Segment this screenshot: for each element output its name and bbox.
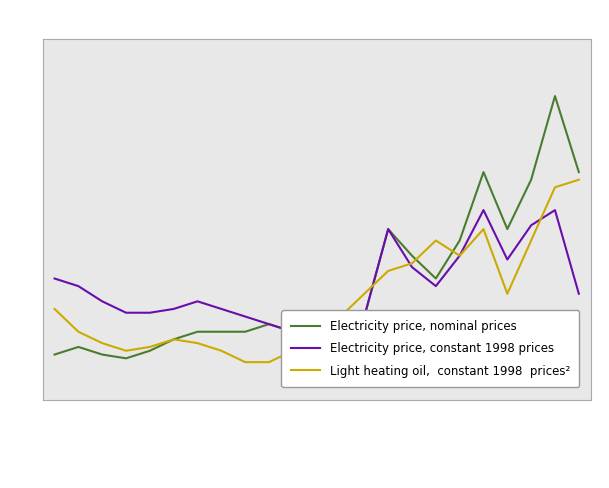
Electricity price, constant 1998 prices	[409, 264, 416, 270]
Electricity price, constant 1998 prices	[575, 291, 582, 297]
Light heating oil,  constant 1998  prices²	[266, 359, 273, 365]
Electricity price, constant 1998 prices	[217, 306, 225, 312]
Electricity price, nominal prices	[194, 329, 201, 335]
Electricity price, nominal prices	[384, 226, 392, 232]
Electricity price, nominal prices	[313, 329, 320, 335]
Electricity price, constant 1998 prices	[527, 223, 535, 228]
Electricity price, constant 1998 prices	[337, 321, 344, 327]
Line: Light heating oil,  constant 1998  prices²: Light heating oil, constant 1998 prices²	[55, 180, 579, 362]
Electricity price, constant 1998 prices	[51, 276, 58, 282]
Electricity price, nominal prices	[504, 226, 511, 232]
Light heating oil,  constant 1998  prices²	[122, 348, 130, 354]
Light heating oil,  constant 1998  prices²	[51, 306, 58, 312]
Electricity price, constant 1998 prices	[551, 207, 558, 213]
Electricity price, constant 1998 prices	[266, 321, 273, 327]
Light heating oil,  constant 1998  prices²	[409, 261, 416, 266]
Electricity price, nominal prices	[75, 344, 82, 350]
Light heating oil,  constant 1998  prices²	[480, 226, 487, 232]
Electricity price, nominal prices	[217, 329, 225, 335]
Electricity price, nominal prices	[242, 329, 249, 335]
Electricity price, constant 1998 prices	[432, 283, 440, 289]
Electricity price, nominal prices	[51, 352, 58, 358]
Light heating oil,  constant 1998  prices²	[75, 329, 82, 335]
Light heating oil,  constant 1998  prices²	[551, 184, 558, 190]
Electricity price, nominal prices	[575, 169, 582, 175]
Light heating oil,  constant 1998  prices²	[337, 314, 344, 320]
Electricity price, constant 1998 prices	[384, 226, 392, 232]
Light heating oil,  constant 1998  prices²	[217, 348, 225, 354]
Electricity price, constant 1998 prices	[146, 310, 153, 316]
Electricity price, nominal prices	[480, 169, 487, 175]
Electricity price, constant 1998 prices	[289, 329, 297, 335]
Electricity price, nominal prices	[551, 93, 558, 99]
Electricity price, nominal prices	[99, 352, 106, 358]
Electricity price, constant 1998 prices	[194, 298, 201, 304]
Light heating oil,  constant 1998  prices²	[313, 329, 320, 335]
Electricity price, constant 1998 prices	[75, 283, 82, 289]
Electricity price, constant 1998 prices	[313, 329, 320, 335]
Electricity price, nominal prices	[527, 177, 535, 183]
Electricity price, nominal prices	[337, 325, 344, 331]
Electricity price, constant 1998 prices	[242, 314, 249, 320]
Electricity price, nominal prices	[361, 314, 368, 320]
Electricity price, nominal prices	[409, 253, 416, 259]
Electricity price, constant 1998 prices	[122, 310, 130, 316]
Light heating oil,  constant 1998  prices²	[289, 348, 297, 354]
Line: Electricity price, nominal prices: Electricity price, nominal prices	[55, 96, 579, 358]
Light heating oil,  constant 1998  prices²	[527, 238, 535, 244]
Light heating oil,  constant 1998  prices²	[194, 340, 201, 346]
Light heating oil,  constant 1998  prices²	[146, 344, 153, 350]
Line: Electricity price, constant 1998 prices: Electricity price, constant 1998 prices	[55, 210, 579, 332]
Light heating oil,  constant 1998  prices²	[456, 253, 463, 259]
Electricity price, constant 1998 prices	[456, 253, 463, 259]
Electricity price, constant 1998 prices	[361, 314, 368, 320]
Light heating oil,  constant 1998  prices²	[361, 291, 368, 297]
Electricity price, nominal prices	[146, 348, 153, 354]
Electricity price, nominal prices	[122, 355, 130, 361]
Electricity price, constant 1998 prices	[170, 306, 177, 312]
Electricity price, constant 1998 prices	[480, 207, 487, 213]
Electricity price, nominal prices	[289, 329, 297, 335]
Light heating oil,  constant 1998  prices²	[242, 359, 249, 365]
Light heating oil,  constant 1998  prices²	[99, 340, 106, 346]
Legend: Electricity price, nominal prices, Electricity price, constant 1998 prices, Ligh: Electricity price, nominal prices, Elect…	[281, 310, 579, 387]
Light heating oil,  constant 1998  prices²	[575, 177, 582, 183]
Electricity price, nominal prices	[266, 321, 273, 327]
Light heating oil,  constant 1998  prices²	[432, 238, 440, 244]
Light heating oil,  constant 1998  prices²	[384, 268, 392, 274]
Electricity price, nominal prices	[456, 238, 463, 244]
Light heating oil,  constant 1998  prices²	[170, 336, 177, 342]
Electricity price, constant 1998 prices	[99, 298, 106, 304]
Electricity price, constant 1998 prices	[504, 257, 511, 263]
Electricity price, nominal prices	[432, 276, 440, 282]
Electricity price, nominal prices	[170, 336, 177, 342]
Light heating oil,  constant 1998  prices²	[504, 291, 511, 297]
